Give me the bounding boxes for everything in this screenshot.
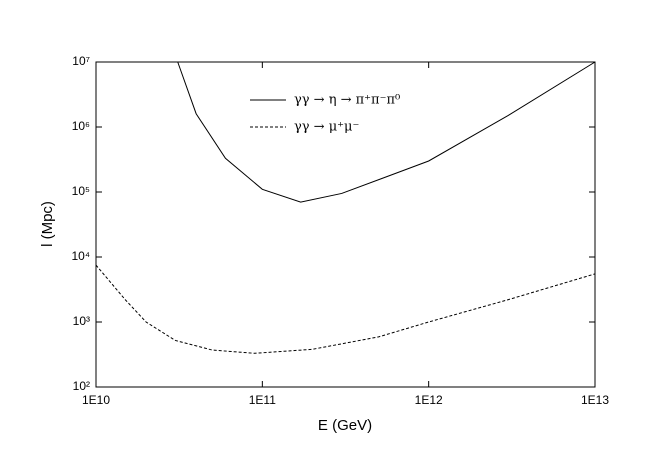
plot-frame: [95, 61, 596, 388]
y-axis-label: l (Mpc): [39, 201, 56, 247]
legend-text: γγ → μ⁺μ⁻: [294, 120, 359, 135]
x-axis-label: E (GeV): [318, 417, 372, 434]
x-tick-label: 1E12: [415, 393, 443, 407]
y-tick-label: 10²: [73, 379, 90, 393]
legend-text: γγ → η → π⁺π⁻π⁰: [294, 93, 400, 108]
line-series: [95, 264, 596, 354]
x-tick-label: 1E10: [82, 393, 110, 407]
y-tick-label: 10⁷: [72, 54, 90, 68]
x-tick-label: 1E13: [581, 393, 609, 407]
y-tick-label: 10⁵: [72, 184, 90, 198]
line-series: [177, 61, 596, 203]
y-tick-label: 10⁴: [71, 249, 90, 263]
y-tick-label: 10³: [73, 314, 90, 328]
y-tick-label: 10⁶: [72, 119, 90, 133]
x-tick-label: 1E11: [249, 393, 276, 407]
